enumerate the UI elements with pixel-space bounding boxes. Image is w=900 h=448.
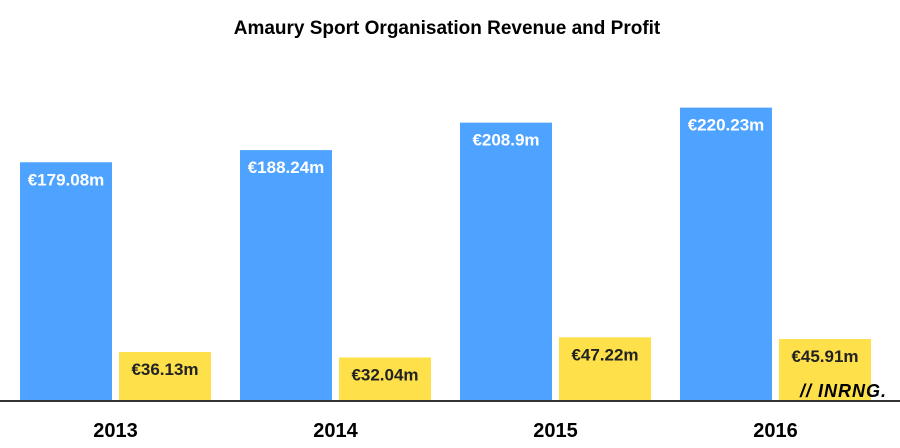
revenue-bar-2016 <box>680 107 772 401</box>
x-tick-label-2015: 2015 <box>533 420 578 442</box>
chart-title: Amaury Sport Organisation Revenue and Pr… <box>234 18 661 39</box>
watermark-logo: // INRNG. <box>799 381 887 401</box>
x-tick-labels-group: 2013 2014 2015 2016 <box>93 420 798 442</box>
profit-bar-2015 <box>559 337 651 400</box>
x-tick-label-2014: 2014 <box>313 420 358 442</box>
profit-bar-2016 <box>779 339 871 400</box>
bars-group <box>20 107 871 401</box>
revenue-bar-2015 <box>460 122 552 401</box>
revenue-label-2014: €188.24m <box>248 158 325 177</box>
profit-bar-2013 <box>119 352 211 400</box>
profit-label-2013: €36.13m <box>131 360 198 379</box>
revenue-label-2016: €220.23m <box>688 116 765 135</box>
revenue-bar-2013 <box>20 162 112 400</box>
profit-bar-2014 <box>339 357 431 400</box>
profit-label-2016: €45.91m <box>791 347 858 366</box>
x-tick-label-2013: 2013 <box>93 420 138 442</box>
revenue-label-2015: €208.9m <box>472 131 539 150</box>
revenue-label-2013: €179.08m <box>28 170 105 189</box>
profit-label-2015: €47.22m <box>571 345 638 364</box>
x-tick-label-2016: 2016 <box>753 420 798 442</box>
profit-label-2014: €32.04m <box>351 365 418 384</box>
revenue-bar-2014 <box>240 150 332 400</box>
data-labels-group: €179.08m €36.13m €188.24m €32.04m €208.9m €47… <box>28 116 859 385</box>
